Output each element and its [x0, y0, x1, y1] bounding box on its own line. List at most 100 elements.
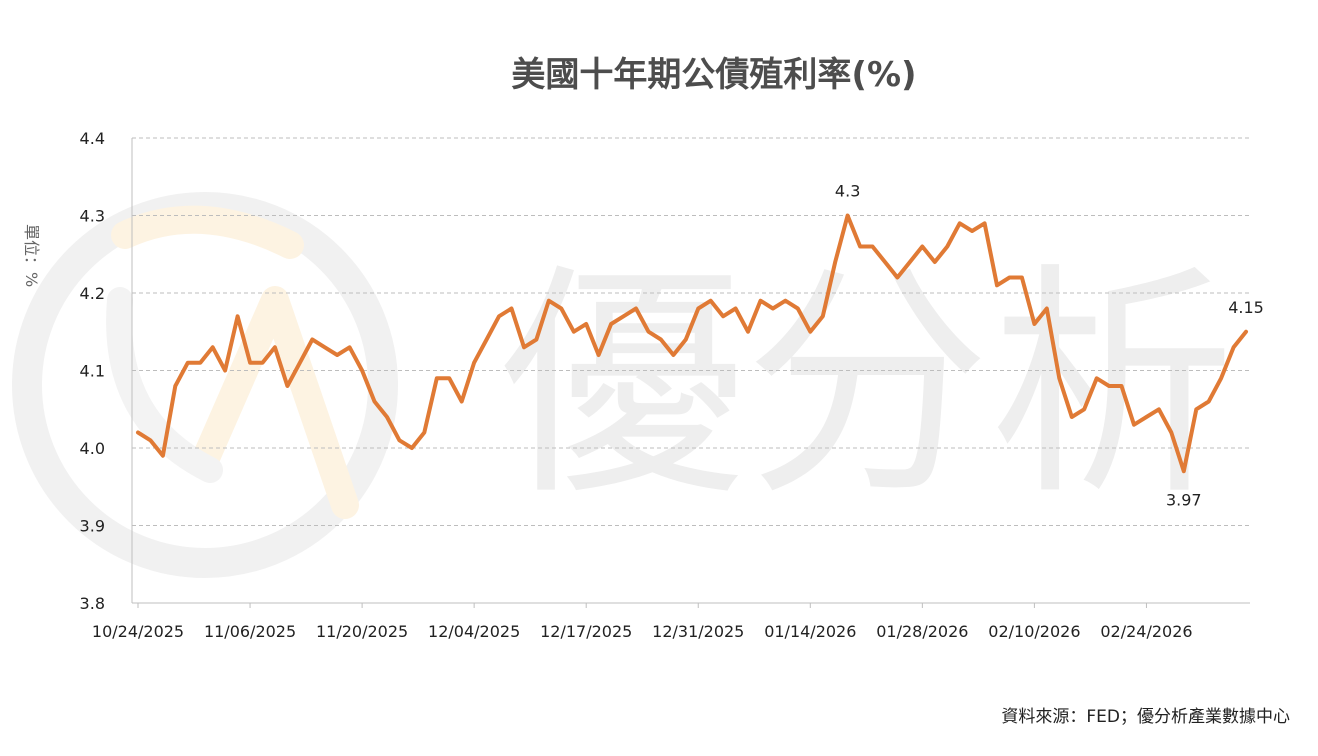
data-point	[422, 431, 426, 434]
axes	[131, 138, 1250, 604]
x-tick-label: 01/28/2026	[876, 622, 968, 641]
x-tick-label: 02/24/2026	[1100, 622, 1192, 641]
data-point	[211, 345, 215, 349]
y-tick-label: 4.1	[80, 362, 105, 381]
data-point	[858, 245, 862, 248]
data-point	[1232, 345, 1236, 349]
data-point	[895, 276, 899, 279]
x-tick-label: 11/20/2025	[316, 622, 408, 641]
data-point	[323, 345, 327, 349]
watermark-logo-icon	[12, 192, 398, 578]
data-point	[460, 400, 464, 403]
grid-lines	[132, 137, 1250, 526]
data-point	[360, 369, 364, 372]
data-point	[883, 260, 887, 264]
data-point	[1082, 407, 1086, 411]
data-point	[1008, 276, 1011, 279]
data-point	[1182, 469, 1186, 473]
data-point	[1169, 431, 1173, 434]
data-point	[833, 260, 837, 264]
data-point	[1020, 276, 1024, 279]
data-point	[510, 307, 513, 310]
data-point	[1057, 376, 1061, 380]
data-point	[808, 330, 812, 334]
data-label: 4.3	[835, 182, 860, 201]
data-point	[796, 307, 800, 310]
data-point	[148, 438, 152, 442]
data-point	[759, 299, 762, 303]
data-point	[1157, 407, 1161, 411]
data-point	[1120, 384, 1124, 388]
data-point	[248, 361, 252, 365]
data-point	[161, 454, 165, 458]
data-point	[497, 314, 501, 318]
x-tick-label: 12/31/2025	[652, 622, 744, 641]
data-point	[435, 376, 439, 380]
data-point	[958, 221, 962, 225]
data-point	[186, 361, 190, 365]
data-point	[846, 214, 850, 217]
data-point	[871, 245, 875, 248]
data-point	[447, 376, 451, 380]
y-tick-label: 3.8	[80, 594, 105, 613]
data-point	[572, 330, 576, 334]
data-point	[236, 314, 240, 318]
data-point	[696, 307, 700, 310]
data-point	[1070, 415, 1074, 419]
data-point	[273, 345, 277, 349]
data-point	[335, 353, 339, 357]
data-point	[397, 438, 401, 442]
data-point	[995, 283, 999, 287]
data-point	[410, 446, 414, 450]
data-point	[597, 353, 601, 357]
data-point	[634, 307, 638, 310]
source-text: 資料來源：FED；優分析產業數據中心	[1001, 707, 1290, 727]
data-point	[771, 307, 775, 310]
x-tick-label: 11/06/2025	[204, 622, 296, 641]
data-point	[198, 361, 202, 365]
data-label: 3.97	[1166, 490, 1202, 509]
data-point	[1107, 384, 1111, 388]
data-point	[1244, 330, 1248, 334]
data-point	[385, 415, 389, 419]
data-point	[547, 299, 551, 303]
data-point	[933, 260, 937, 264]
series-points	[136, 214, 1248, 473]
data-point	[373, 400, 377, 403]
data-point	[285, 384, 289, 388]
x-tick-label: 12/04/2025	[428, 622, 520, 641]
data-point	[734, 307, 738, 310]
data-point	[534, 338, 538, 341]
data-point	[1132, 423, 1136, 427]
data-point	[659, 338, 663, 341]
data-point	[1045, 307, 1049, 310]
data-point	[783, 299, 787, 303]
y-tick-label: 4.0	[80, 439, 105, 458]
data-point	[1095, 376, 1099, 380]
data-point	[908, 260, 912, 264]
data-point	[622, 314, 626, 318]
data-point	[485, 338, 489, 341]
x-tick-label: 01/14/2026	[764, 622, 856, 641]
data-point	[721, 314, 725, 318]
data-point	[223, 369, 227, 372]
data-point	[584, 322, 588, 326]
data-point	[945, 245, 949, 248]
data-point	[472, 361, 476, 365]
y-tick-label: 3.9	[80, 517, 105, 536]
series-line	[136, 213, 1248, 474]
data-point	[1032, 322, 1036, 326]
y-tick-label: 4.3	[80, 207, 105, 226]
data-point	[609, 322, 613, 326]
y-tick-labels: 3.8 3.9 4.0 4.1 4.2 4.3 4.4	[80, 129, 105, 613]
data-point	[684, 338, 688, 341]
x-tick-label: 02/10/2026	[988, 622, 1080, 641]
data-point	[348, 345, 352, 349]
y-tick-label: 4.2	[80, 284, 105, 303]
data-point	[1219, 376, 1223, 380]
data-labels: 4.3 3.97 4.15	[835, 182, 1264, 510]
data-point	[983, 221, 987, 225]
data-label: 4.15	[1228, 298, 1264, 317]
y-axis-label: 單位：%	[22, 224, 41, 287]
